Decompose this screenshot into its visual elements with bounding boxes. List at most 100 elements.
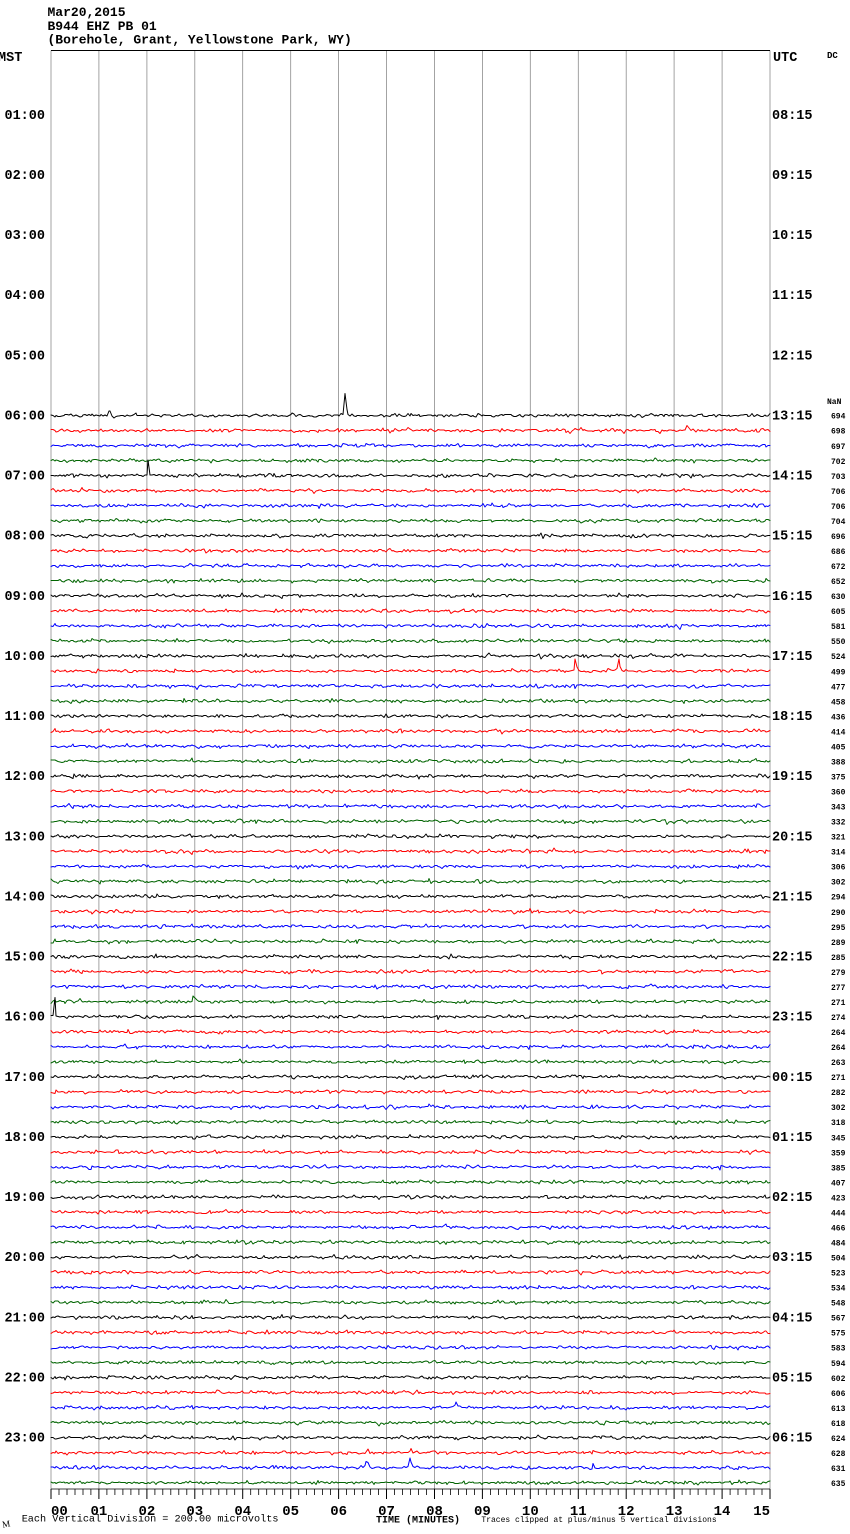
svg-text:613: 613 [831, 1405, 846, 1414]
svg-text:314: 314 [831, 849, 846, 858]
svg-text:444: 444 [831, 1209, 846, 1218]
svg-text:484: 484 [831, 1239, 846, 1248]
svg-text:567: 567 [831, 1315, 846, 1324]
svg-text:06:00: 06:00 [4, 409, 45, 424]
svg-text:16:00: 16:00 [4, 1011, 45, 1026]
svg-text:388: 388 [831, 758, 846, 767]
svg-text:18:00: 18:00 [4, 1131, 45, 1146]
svg-text:407: 407 [831, 1179, 846, 1188]
svg-text:MST: MST [0, 51, 22, 66]
svg-text:05:15: 05:15 [772, 1371, 813, 1386]
svg-text:583: 583 [831, 1345, 846, 1354]
svg-text:302: 302 [831, 879, 846, 888]
svg-text:12:00: 12:00 [4, 770, 45, 785]
svg-text:263: 263 [831, 1059, 846, 1068]
svg-text:630: 630 [831, 593, 846, 602]
svg-text:13:00: 13:00 [4, 830, 45, 845]
svg-text:21:15: 21:15 [772, 890, 813, 905]
svg-text:523: 523 [831, 1270, 846, 1279]
svg-text:21:00: 21:00 [4, 1311, 45, 1326]
svg-text:504: 504 [831, 1255, 846, 1264]
svg-text:696: 696 [831, 533, 846, 542]
svg-text:704: 704 [831, 518, 846, 527]
svg-text:624: 624 [831, 1435, 846, 1444]
svg-text:UTC: UTC [773, 51, 797, 66]
svg-text:20:00: 20:00 [4, 1251, 45, 1266]
svg-text:345: 345 [831, 1134, 846, 1143]
svg-text:697: 697 [831, 443, 846, 452]
svg-text:606: 606 [831, 1390, 846, 1399]
svg-text:318: 318 [831, 1119, 846, 1128]
svg-text:631: 631 [831, 1465, 846, 1474]
svg-text:550: 550 [831, 638, 846, 647]
svg-text:15:15: 15:15 [772, 530, 813, 545]
svg-text:271: 271 [831, 999, 846, 1008]
svg-text:499: 499 [831, 668, 846, 677]
svg-text:15: 15 [753, 1504, 770, 1520]
svg-text:11:15: 11:15 [772, 289, 813, 304]
svg-text:414: 414 [831, 728, 846, 737]
svg-text:594: 594 [831, 1360, 846, 1369]
svg-text:264: 264 [831, 1044, 846, 1053]
svg-text:11:00: 11:00 [4, 710, 45, 725]
svg-text:23:00: 23:00 [4, 1432, 45, 1447]
svg-text:628: 628 [831, 1450, 846, 1459]
svg-text:332: 332 [831, 819, 846, 828]
svg-text:01:00: 01:00 [4, 109, 45, 124]
svg-text:672: 672 [831, 563, 846, 572]
svg-text:524: 524 [831, 653, 846, 662]
svg-text:23:15: 23:15 [772, 1011, 813, 1026]
svg-text:694: 694 [831, 413, 846, 422]
svg-text:702: 702 [831, 458, 846, 467]
svg-text:09:15: 09:15 [772, 169, 813, 184]
svg-text:18:15: 18:15 [772, 710, 813, 725]
svg-text:12:15: 12:15 [772, 349, 813, 364]
svg-text:466: 466 [831, 1224, 846, 1233]
svg-text:09:00: 09:00 [4, 590, 45, 605]
svg-text:14:15: 14:15 [772, 470, 813, 485]
svg-text:360: 360 [831, 789, 846, 798]
svg-text:03:15: 03:15 [772, 1251, 813, 1266]
svg-text:274: 274 [831, 1014, 846, 1023]
svg-text:306: 306 [831, 864, 846, 873]
svg-text:16:15: 16:15 [772, 590, 813, 605]
svg-text:00:15: 00:15 [772, 1071, 813, 1086]
svg-text:477: 477 [831, 683, 846, 692]
svg-text:686: 686 [831, 548, 846, 557]
svg-text:02:00: 02:00 [4, 169, 45, 184]
svg-text:17:15: 17:15 [772, 650, 813, 665]
svg-text:20:15: 20:15 [772, 830, 813, 845]
svg-text:706: 706 [831, 503, 846, 512]
svg-text:13:15: 13:15 [772, 409, 813, 424]
svg-text:08:15: 08:15 [772, 109, 813, 124]
svg-text:321: 321 [831, 834, 846, 843]
svg-text:289: 289 [831, 939, 846, 948]
svg-text:NaN: NaN [827, 398, 842, 407]
svg-text:22:00: 22:00 [4, 1371, 45, 1386]
svg-text:04:00: 04:00 [4, 289, 45, 304]
svg-text:698: 698 [831, 428, 846, 437]
svg-text:548: 548 [831, 1300, 846, 1309]
svg-text:05: 05 [282, 1504, 299, 1520]
svg-text:343: 343 [831, 804, 846, 813]
svg-text:17:00: 17:00 [4, 1071, 45, 1086]
svg-text:294: 294 [831, 894, 846, 903]
svg-text:Each Vertical Division = 200.: Each Vertical Division = 200.00 microvol… [22, 1514, 279, 1526]
svg-text:302: 302 [831, 1104, 846, 1113]
svg-text:10:00: 10:00 [4, 650, 45, 665]
svg-text:605: 605 [831, 608, 846, 617]
svg-text:M: M [1, 1518, 11, 1529]
svg-text:652: 652 [831, 578, 846, 587]
svg-text:436: 436 [831, 713, 846, 722]
svg-text:290: 290 [831, 909, 846, 918]
svg-text:03:00: 03:00 [4, 229, 45, 244]
svg-text:575: 575 [831, 1330, 846, 1339]
svg-text:602: 602 [831, 1375, 846, 1384]
svg-text:385: 385 [831, 1164, 846, 1173]
svg-text:618: 618 [831, 1420, 846, 1429]
svg-text:405: 405 [831, 743, 846, 752]
svg-text:703: 703 [831, 473, 846, 482]
svg-text:Mar20,2015: Mar20,2015 [48, 5, 126, 20]
svg-text:Traces clipped at plus/minus 5: Traces clipped at plus/minus 5 vertical … [481, 1516, 716, 1525]
svg-text:10:15: 10:15 [772, 229, 813, 244]
